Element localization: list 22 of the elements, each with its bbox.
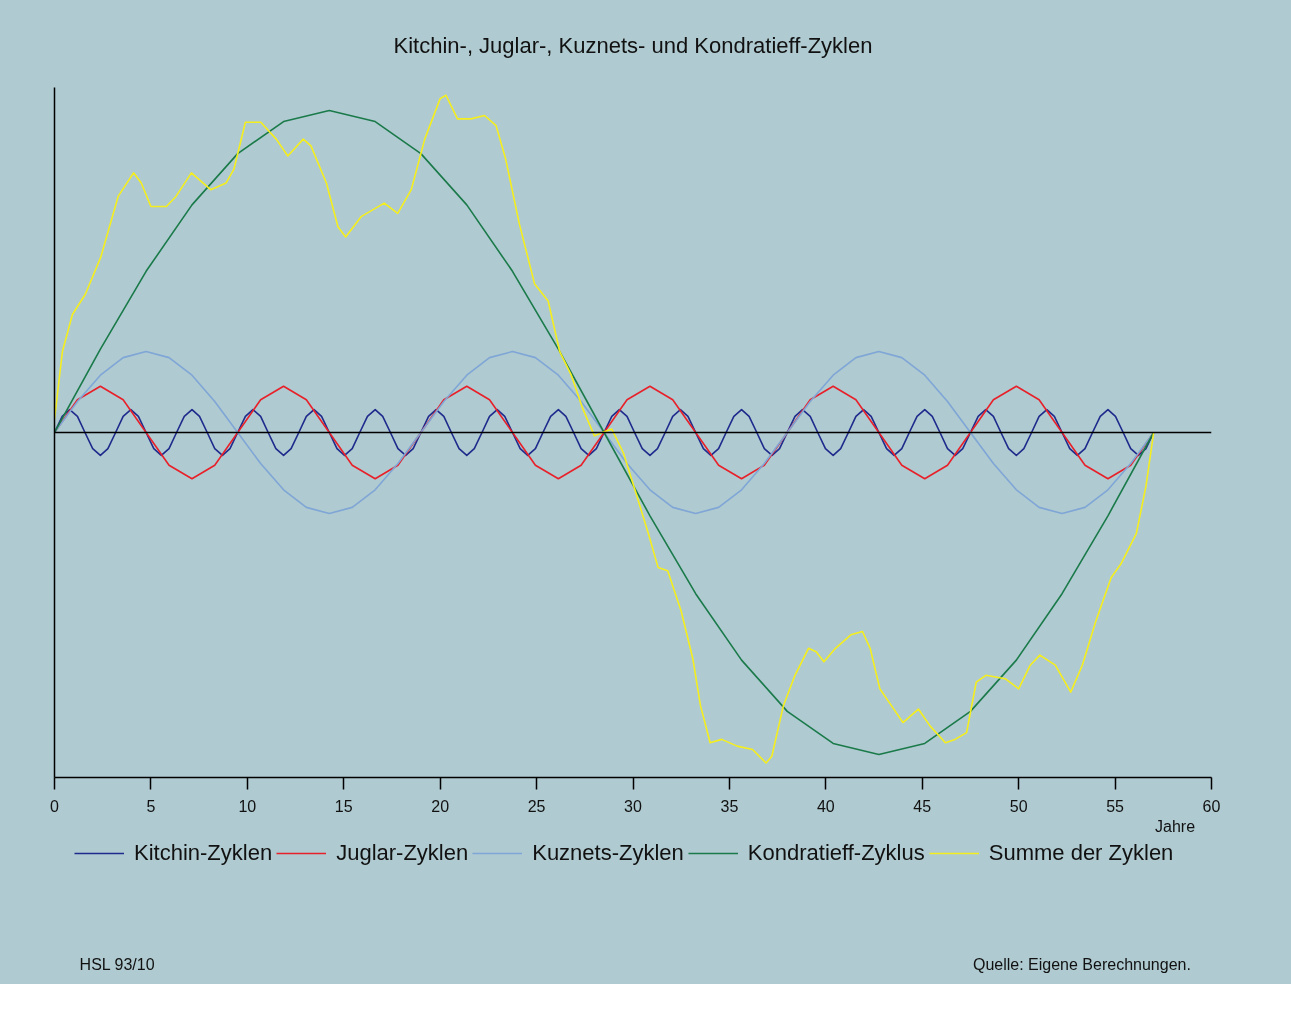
x-tick-label: 55 <box>1106 797 1125 815</box>
x-tick-label: 45 <box>913 797 932 815</box>
legend-label: Kondratieff-Zyklus <box>747 840 925 866</box>
x-tick-label: 10 <box>238 797 257 815</box>
chart-title: Kitchin-, Juglar-, Kuznets- und Kondratieff-Zyklen <box>393 32 873 58</box>
x-tick-label: 0 <box>50 797 60 815</box>
legend-label: Summe der Zyklen <box>988 840 1174 866</box>
x-tick-label: 30 <box>624 797 642 815</box>
legend-label: Kitchin-Zyklen <box>134 840 273 866</box>
x-tick-label: 15 <box>334 797 353 815</box>
x-tick-label: 50 <box>1009 797 1028 815</box>
x-axis-title: Jahre <box>1155 818 1196 835</box>
x-tick-label: 60 <box>1202 797 1221 815</box>
x-tick-label: 25 <box>527 797 546 815</box>
x-tick-label: 40 <box>816 797 835 815</box>
x-tick-label: 35 <box>720 797 739 815</box>
source-note: Quelle: Eigene Berechnungen. <box>972 956 1191 973</box>
x-tick-label: 5 <box>146 797 156 815</box>
legend-label: Juglar-Zyklen <box>336 840 469 866</box>
text: HSL 93/10 <box>79 956 155 973</box>
x-tick-label: 20 <box>431 797 450 815</box>
legend-label: Kuznets-Zyklen <box>532 840 684 866</box>
